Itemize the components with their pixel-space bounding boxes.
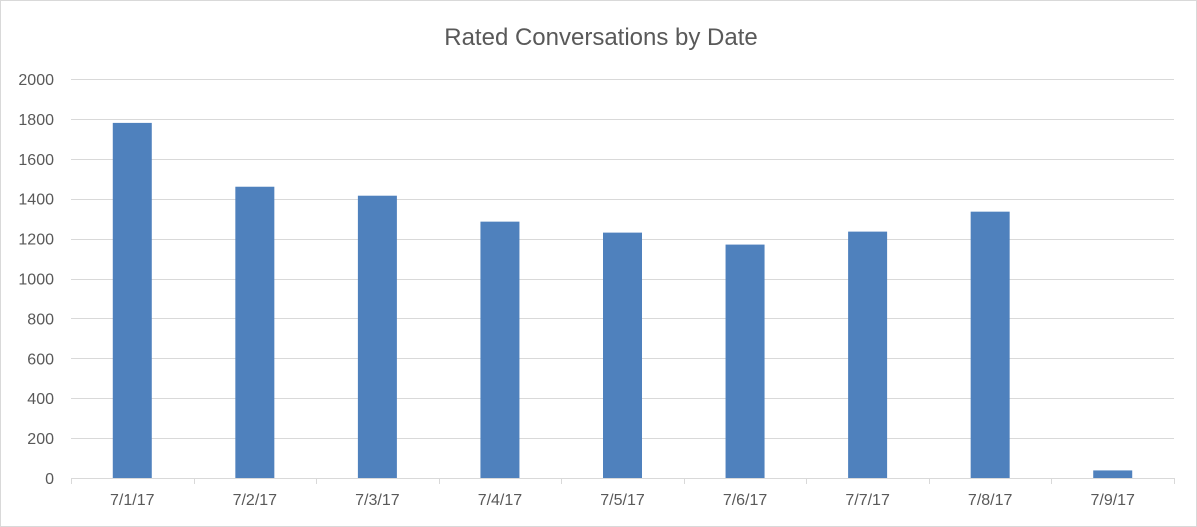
y-tick-label: 400 [27,391,54,408]
x-tick-label: 7/6/17 [723,492,768,509]
x-tick-label: 7/7/17 [845,492,890,509]
y-tick-label: 2000 [18,72,54,89]
x-tick-label: 7/3/17 [355,492,400,509]
bar [970,211,1010,479]
bar [848,231,888,478]
bar [357,195,397,478]
y-tick-label: 0 [45,471,54,488]
y-axis-tick-labels: 0 200 400 600 800 1000 1200 1400 1600 1800 2000 [18,72,54,488]
y-tick-label: 1800 [18,112,54,129]
y-tick-label: 1400 [18,192,54,209]
y-tick-label: 200 [27,431,54,448]
chart-title: Rated Conversations by Date [444,24,758,51]
bar [603,232,642,478]
bar [1093,470,1133,478]
x-tick-label: 7/2/17 [233,492,278,509]
x-tick-label: 7/9/17 [1090,492,1135,509]
x-axis-tick-labels: 7/1/17 7/2/17 7/3/17 7/4/17 7/5/17 7/6/17 7/7/… [110,492,1135,509]
y-tick-label: 800 [27,311,54,328]
y-tick-label: 1600 [18,152,54,169]
x-axis [71,478,1175,484]
bars [112,122,1133,479]
bar [112,122,152,478]
y-tick-label: 600 [27,351,54,368]
x-tick-label: 7/8/17 [968,492,1013,509]
bar [235,186,275,479]
y-tick-label: 1000 [18,272,54,289]
bar [725,244,765,478]
x-tick-label: 7/4/17 [478,492,523,509]
x-tick-label: 7/1/17 [110,492,155,509]
y-tick-label: 1200 [18,232,54,249]
x-tick-label: 7/5/17 [600,492,645,509]
bar [480,221,520,478]
